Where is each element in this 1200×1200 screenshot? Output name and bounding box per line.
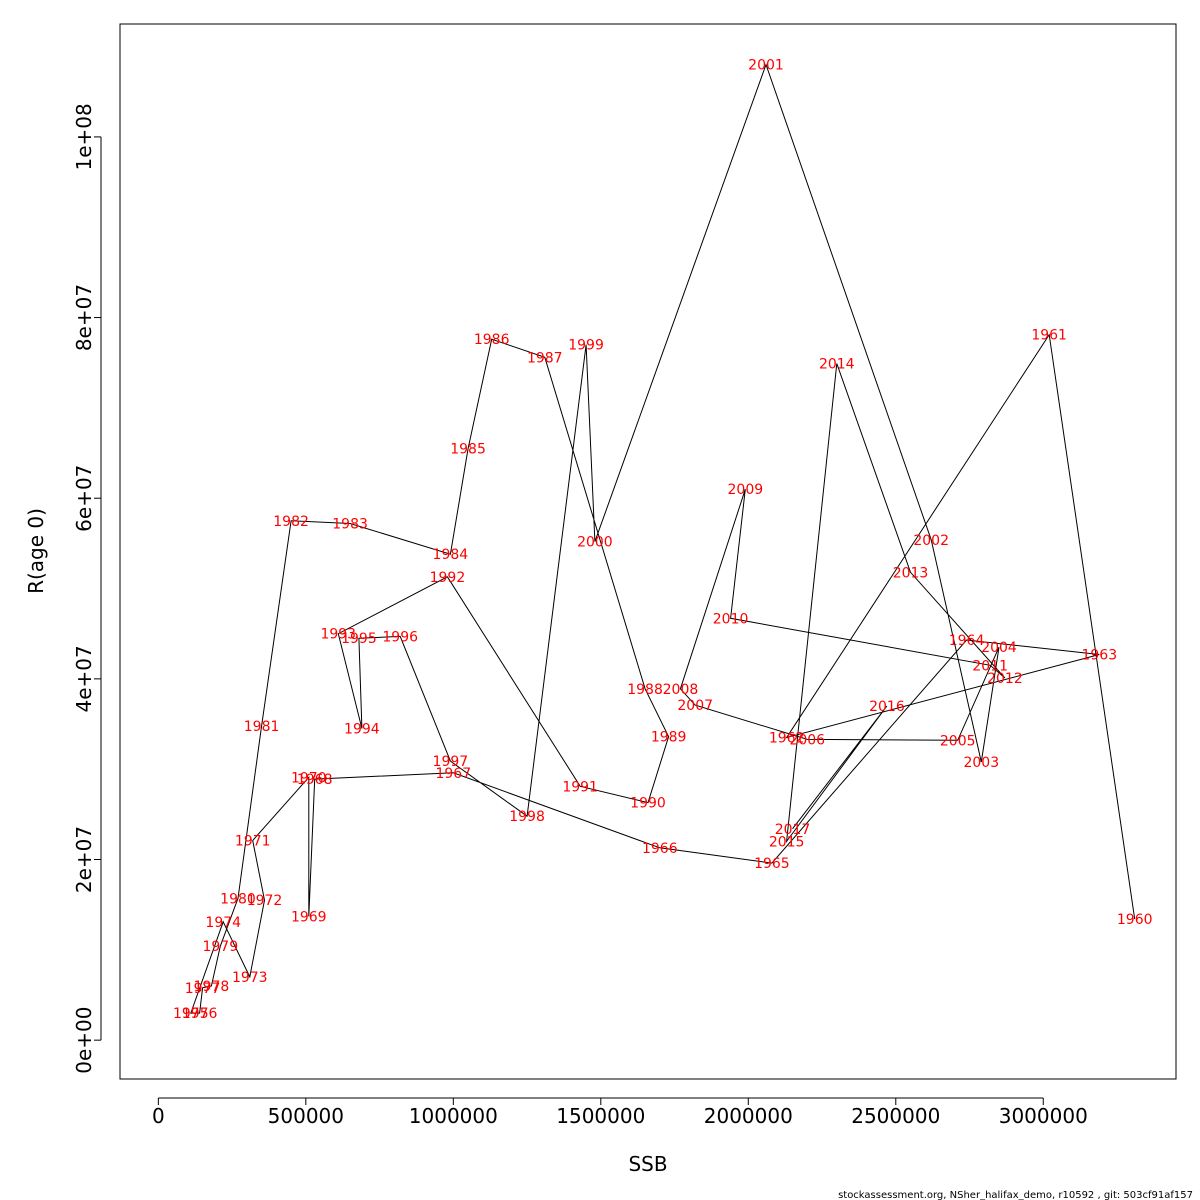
point-label-1996: 1996 [382,629,418,645]
point-label-1985: 1985 [450,442,486,458]
point-label-1965: 1965 [754,856,790,872]
point-label-1976: 1976 [182,1006,218,1022]
point-label-1962: 1962 [769,731,805,747]
point-label-1978: 1978 [194,979,230,995]
point-label-2009: 2009 [728,482,764,498]
point-label-1972: 1972 [247,893,283,909]
point-label-1975: 1975 [173,1006,209,1022]
point-label-1993: 1993 [320,627,356,643]
point-label-1964: 1964 [949,633,985,649]
y-tick-label: 8e+07 [72,284,96,351]
point-label-1968: 1968 [297,772,333,788]
x-tick-label: 2500000 [851,1104,940,1128]
y-tick-label: 4e+07 [72,645,96,712]
point-label-1984: 1984 [433,547,469,563]
x-axis-title: SSB [628,1152,667,1176]
point-label-1998: 1998 [509,809,545,825]
point-label-1980: 1980 [220,891,256,907]
point-label-1994: 1994 [344,722,380,738]
y-tick-label: 1e+08 [72,103,96,170]
point-label-2001: 2001 [748,58,784,74]
point-label-2006: 2006 [789,732,825,748]
point-label-2003: 2003 [963,755,999,771]
point-label-1982: 1982 [273,514,309,530]
point-label-1961: 1961 [1031,328,1067,344]
y-tick-label: 2e+07 [72,826,96,893]
x-axis: 0 500000 1000000 1500000 2000000 2500000 30000… [152,1097,1088,1128]
plot-frame [119,23,1177,1080]
point-labels: 1960 1961 1962 1963 1964 1965 1966 1967 1968 1969… [173,58,1153,1022]
point-label-2007: 2007 [677,698,713,714]
point-label-1989: 1989 [651,730,687,746]
x-tick-label: 3000000 [999,1104,1088,1128]
point-label-1987: 1987 [527,350,563,366]
x-tick-label: 1000000 [409,1104,498,1128]
point-label-1990: 1990 [630,796,666,812]
point-label-1999: 1999 [568,338,604,354]
point-label-1991: 1991 [562,779,598,795]
x-tick-label: 2000000 [704,1104,793,1128]
point-label-1988: 1988 [627,682,663,698]
series-line [190,63,1136,1014]
x-tick-label: 500000 [268,1104,344,1128]
point-label-2005: 2005 [940,733,976,749]
point-label-2000: 2000 [577,535,613,551]
point-label-2004: 2004 [981,640,1017,656]
series-path [190,63,1136,1014]
point-label-2016: 2016 [869,699,905,715]
point-label-2017: 2017 [775,822,811,838]
point-label-1983: 1983 [332,516,368,532]
point-label-2008: 2008 [663,682,699,698]
point-label-1966: 1966 [642,841,678,857]
point-label-2002: 2002 [913,533,949,549]
y-tick-label: 6e+07 [72,465,96,532]
point-label-1973: 1973 [232,970,268,986]
point-label-1979: 1979 [202,939,238,955]
point-label-1992: 1992 [430,570,466,586]
point-label-1971: 1971 [235,834,271,850]
point-label-1967: 1967 [435,766,471,782]
point-label-1970: 1970 [291,770,327,786]
x-tick-label: 1500000 [556,1104,645,1128]
point-label-2012: 2012 [987,671,1023,687]
point-label-2013: 2013 [893,565,929,581]
x-tick-label: 0 [152,1104,165,1128]
point-label-1974: 1974 [205,915,241,931]
y-axis: 0e+00 2e+07 4e+07 6e+07 8e+07 1e+08 [72,103,102,1074]
point-label-1997: 1997 [433,754,469,770]
point-label-2015: 2015 [769,834,805,850]
point-label-1977: 1977 [185,981,221,997]
point-label-1960: 1960 [1117,912,1153,928]
point-label-1995: 1995 [341,631,377,647]
point-label-2011: 2011 [972,658,1008,674]
y-axis-title: R(age 0) [24,508,48,594]
point-label-1986: 1986 [474,332,510,348]
point-label-2010: 2010 [713,611,749,627]
y-tick-label: 0e+00 [72,1007,96,1074]
point-label-2014: 2014 [819,357,855,373]
point-label-1969: 1969 [291,909,327,925]
point-label-1981: 1981 [244,719,280,735]
footer-text: stockassessment.org, NSher_halifax_demo,… [838,1190,1193,1200]
point-label-1963: 1963 [1081,647,1117,663]
